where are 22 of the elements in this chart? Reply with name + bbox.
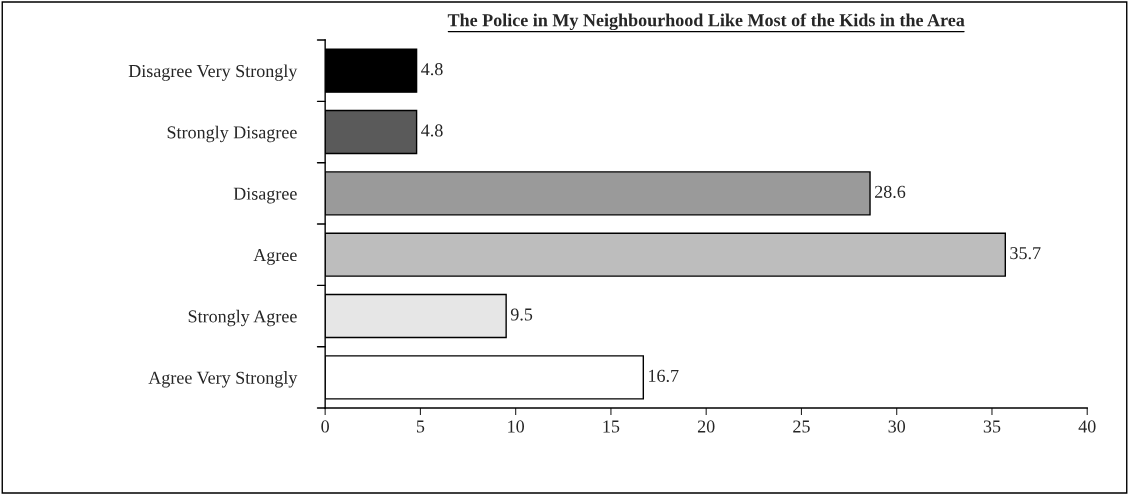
x-tick-label: 15	[603, 420, 620, 433]
y-tick-label: Disagree Very Strongly	[128, 64, 298, 81]
x-tick-label: 20	[697, 420, 715, 433]
x-tick-label: 35	[983, 420, 1001, 433]
chart-title: The Police in My Neighbourhood Like Most of the Kids in the Area	[447, 13, 965, 31]
data-label: 4.8	[421, 124, 443, 137]
x-tick-label: 40	[1078, 420, 1096, 433]
data-label: 16.7	[649, 369, 679, 382]
y-tick-label: Disagree	[233, 187, 297, 204]
x-tick-label: 0	[321, 420, 329, 433]
data-label: 35.7	[1010, 247, 1041, 260]
y-tick-label: Agree Very Strongly	[148, 371, 298, 388]
data-label: 4.8	[421, 63, 443, 76]
y-tick-label: Agree	[253, 249, 297, 265]
y-tick-label: Strongly Agree	[188, 309, 297, 327]
data-label: 9.5	[510, 308, 533, 321]
data-label: 28.6	[875, 185, 906, 198]
y-tick-label: Strongly Disagree	[167, 125, 297, 143]
x-tick-label: 30	[888, 420, 906, 433]
x-tick-label: 5	[416, 420, 425, 433]
x-tick-label: 10	[508, 420, 525, 433]
x-tick-label: 25	[793, 420, 810, 433]
